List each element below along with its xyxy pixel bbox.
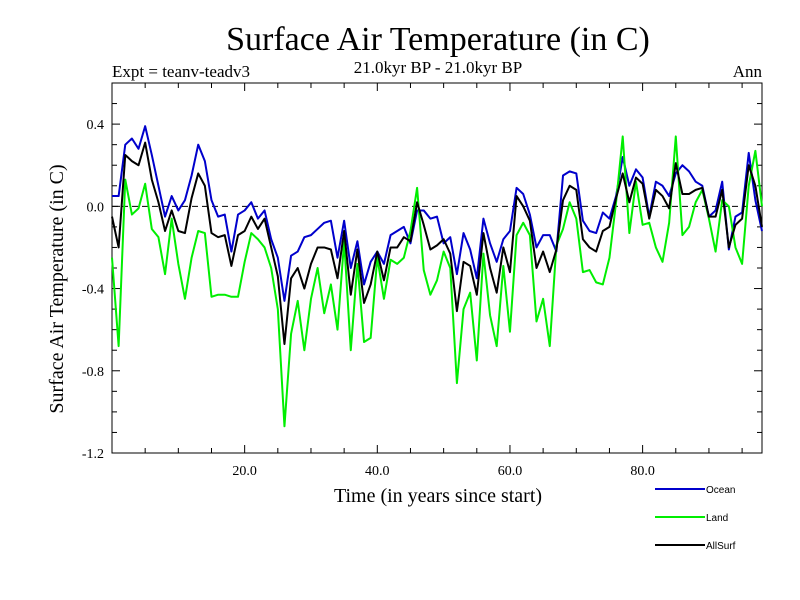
legend-label-ocean: Ocean	[706, 485, 735, 496]
y-tick-label: 0.4	[87, 118, 105, 133]
plot-area: 20.0 40.0 60.0 80.0 0.4 0.0 -0.4 -0.8 -1.2	[82, 82, 763, 479]
legend: Ocean Land AllSurf	[655, 485, 736, 552]
legend-label-land: Land	[706, 513, 728, 524]
y-tick-label: -1.2	[82, 447, 104, 462]
x-tick-label: 40.0	[365, 464, 390, 479]
series-line-land	[111, 135, 763, 428]
y-tick-label: -0.4	[82, 283, 104, 298]
experiment-label: Expt = teanv-teadv3	[112, 62, 250, 81]
y-tick-label: 0.0	[87, 200, 105, 215]
y-tick-label: -0.8	[82, 365, 104, 380]
x-tick-label: 20.0	[232, 464, 257, 479]
series-line-ocean	[112, 125, 763, 302]
chart-subtitle: 21.0kyr BP - 21.0kyr BP	[354, 58, 522, 77]
series-line-allsurf	[111, 141, 763, 346]
chart-title: Surface Air Temperature (in C)	[226, 21, 650, 58]
x-tick-label: 80.0	[630, 464, 655, 479]
x-axis-label: Time (in years since start)	[334, 485, 542, 507]
y-axis-label: Surface Air Temperature (in C)	[46, 164, 68, 413]
x-tick-label: 60.0	[498, 464, 523, 479]
season-label: Ann	[733, 62, 763, 81]
legend-label-allsurf: AllSurf	[706, 541, 736, 552]
